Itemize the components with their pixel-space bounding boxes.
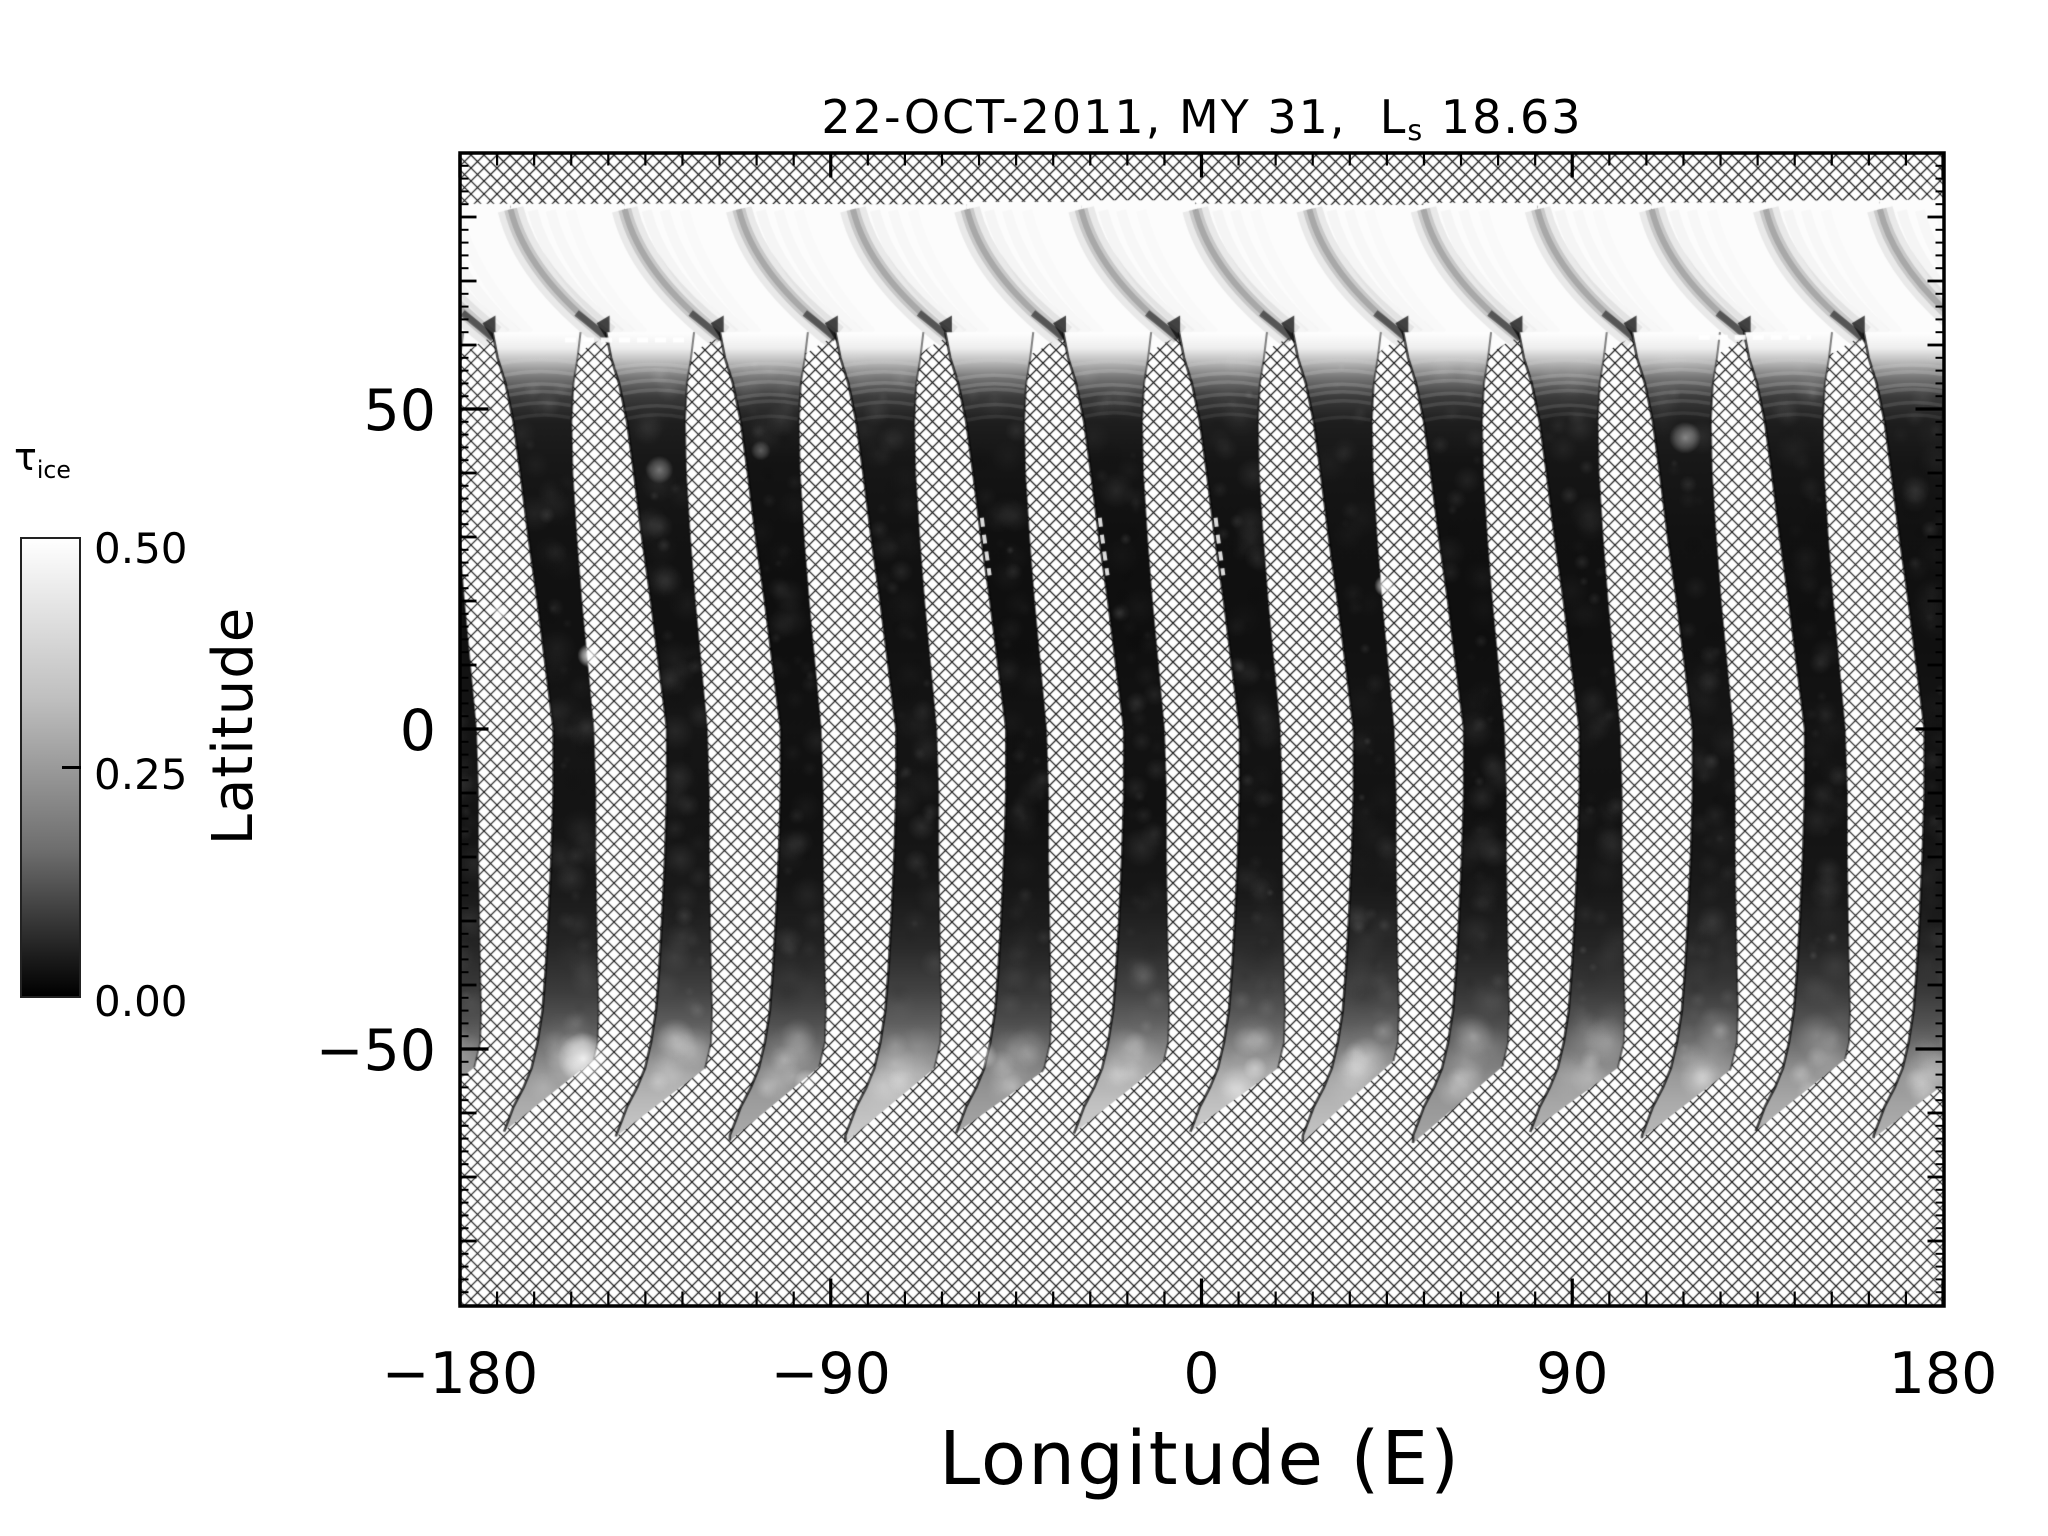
- x-tick-label: 0: [1183, 1341, 1220, 1407]
- x-tick-label: 90: [1535, 1341, 1609, 1407]
- colorbar-label: τice: [14, 438, 71, 483]
- y-tick-label: 0: [399, 698, 436, 764]
- plot-title-subscript: s: [1407, 114, 1425, 148]
- colorbar-symbol-subscript: ice: [36, 456, 71, 485]
- y-tick-label: −50: [315, 1018, 436, 1084]
- plot-title: 22-OCT-2011, MY 31, Ls 18.63: [460, 94, 1944, 146]
- x-axis-label: Longitude (E): [938, 1416, 1462, 1502]
- colorbar-symbol: τ: [14, 435, 37, 479]
- plot-title-ls-value: 18.63: [1424, 90, 1583, 144]
- colorbar-value-mid: 0.25: [94, 750, 188, 799]
- x-tick-label: −180: [381, 1341, 539, 1407]
- plot-title-text: 22-OCT-2011, MY 31, L: [821, 90, 1408, 144]
- x-tick-label: 180: [1888, 1341, 1998, 1407]
- map-data-canvas: [460, 153, 1944, 1306]
- y-tick-label: 50: [363, 378, 436, 444]
- colorbar-value-max: 0.50: [94, 524, 188, 573]
- colorbar-value-min: 0.00: [94, 977, 188, 1026]
- x-tick-label: −90: [770, 1341, 891, 1407]
- colorbar-midtick: [62, 766, 81, 769]
